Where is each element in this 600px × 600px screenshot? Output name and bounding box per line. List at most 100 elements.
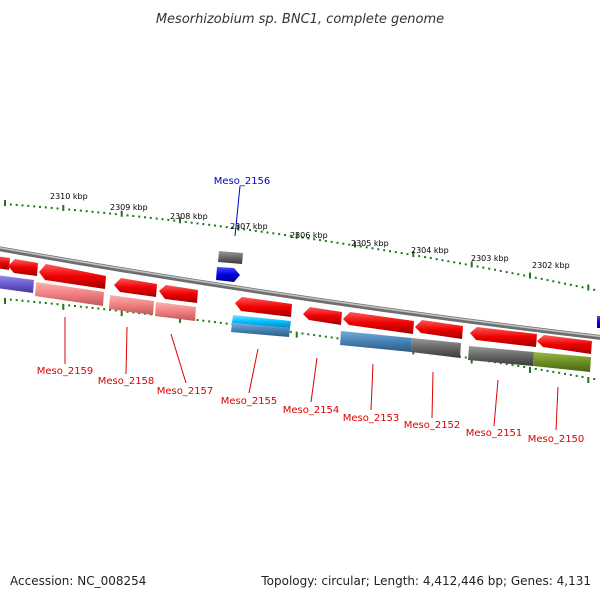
gene-arrow-meso-2154[interactable]: [303, 307, 342, 325]
minor-tick: [301, 332, 304, 335]
category-bars: [0, 275, 600, 372]
minor-tick: [534, 276, 537, 279]
kbp-label-2306: 2306 kbp: [290, 231, 328, 240]
category-bar: [232, 315, 291, 328]
minor-tick: [132, 311, 135, 314]
minor-tick: [219, 225, 222, 228]
forward-strand-genes: [216, 251, 243, 282]
gene-arrow-meso-2153[interactable]: [343, 312, 414, 334]
minor-tick: [540, 368, 543, 371]
minor-tick: [330, 240, 333, 243]
minor-tick: [424, 256, 426, 259]
minor-tick: [254, 229, 257, 232]
minor-tick: [15, 203, 18, 206]
minor-tick: [319, 334, 321, 337]
gene-arrow-meso-2155[interactable]: [235, 297, 292, 317]
minor-tick: [359, 245, 362, 248]
minor-tick: [79, 209, 82, 212]
minor-tick: [272, 232, 275, 235]
minor-tick: [208, 223, 211, 226]
minor-tick: [56, 303, 59, 306]
gene-label-meso-2159[interactable]: Meso_2159: [37, 366, 94, 377]
leader-meso-2151: [493, 379, 499, 427]
minor-tick: [56, 207, 59, 210]
minor-tick: [231, 226, 234, 229]
minor-tick: [389, 250, 391, 253]
gene-arrow-meso-2152[interactable]: [415, 320, 463, 339]
gene-label-meso-2156[interactable]: Meso_2156: [214, 176, 271, 187]
gene-arrow[interactable]: [218, 251, 243, 264]
minor-tick: [546, 279, 549, 282]
genome-backbone-highlight: [0, 247, 600, 338]
minor-tick: [581, 286, 584, 289]
minor-tick: [144, 216, 146, 219]
minor-tick: [173, 219, 176, 222]
gene-arrow-meso-2151[interactable]: [470, 327, 537, 347]
minor-tick: [109, 308, 111, 311]
gene-arrow-meso-2150[interactable]: [537, 335, 592, 354]
minor-tick: [330, 336, 333, 339]
category-bar: [533, 352, 591, 372]
minor-tick: [161, 218, 164, 221]
accession-text: Accession: NC_008254: [10, 574, 147, 588]
gene-arrow[interactable]: [8, 259, 38, 276]
major-tick: [62, 303, 65, 310]
gene-arrow-meso-2159[interactable]: [39, 264, 106, 289]
gene-label-meso-2152[interactable]: Meso_2152: [404, 420, 461, 431]
minor-tick: [313, 238, 316, 241]
minor-tick: [219, 321, 222, 324]
gene-label-meso-2153[interactable]: Meso_2153: [343, 413, 400, 424]
minor-tick: [569, 373, 572, 376]
minor-tick: [418, 255, 421, 258]
minor-tick: [289, 330, 292, 333]
gene-label-meso-2154[interactable]: Meso_2154: [283, 405, 340, 416]
minor-tick: [348, 243, 351, 246]
minor-tick: [523, 366, 526, 368]
minor-tick: [190, 221, 193, 224]
minor-tick: [68, 208, 71, 211]
minor-tick: [564, 372, 566, 375]
leader-meso-2156: [234, 185, 241, 237]
major-tick: [62, 205, 65, 211]
minor-tick: [85, 210, 88, 213]
reverse-strand-genes: [0, 256, 592, 354]
gene-label-meso-2155[interactable]: Meso_2155: [221, 396, 278, 407]
minor-tick: [91, 306, 94, 309]
minor-tick: [184, 221, 187, 223]
topology-text: Topology: circular; Length: 4,412,446 bp…: [261, 574, 591, 588]
gene-label-meso-2151[interactable]: Meso_2151: [466, 428, 523, 439]
minor-tick: [27, 300, 30, 303]
minor-tick: [593, 378, 596, 380]
gene-arrow[interactable]: [0, 256, 10, 270]
genome-backbone: [0, 246, 600, 340]
minor-tick: [68, 304, 71, 307]
minor-tick: [319, 239, 321, 242]
minor-tick: [103, 211, 106, 214]
kbp-label-2302: 2302 kbp: [532, 261, 570, 270]
minor-tick: [324, 240, 327, 242]
minor-tick: [377, 248, 380, 251]
minor-tick: [546, 369, 549, 372]
gene-label-meso-2158[interactable]: Meso_2158: [98, 376, 155, 387]
gene-label-meso-2150[interactable]: Meso_2150: [528, 434, 585, 445]
minor-tick: [505, 271, 508, 274]
category-bar: [109, 295, 154, 315]
minor-tick: [482, 266, 485, 269]
gene-label-meso-2157[interactable]: Meso_2157: [157, 386, 214, 397]
gene-arrow-meso-2156[interactable]: [216, 267, 240, 282]
category-bar: [155, 302, 196, 321]
minor-tick: [441, 259, 444, 262]
minor-tick: [33, 300, 36, 303]
gene-arrow-meso-2158[interactable]: [114, 278, 157, 297]
leader-meso-2152: [431, 371, 434, 419]
gene-arrow-meso-2157[interactable]: [159, 285, 198, 303]
major-tick: [237, 224, 240, 231]
minor-tick: [499, 269, 502, 272]
minor-tick: [499, 362, 502, 365]
kbp-label-2304: 2304 kbp: [411, 246, 449, 255]
minor-tick: [74, 209, 76, 212]
minor-tick: [336, 241, 339, 244]
minor-tick: [400, 252, 403, 255]
leader-meso-2150: [555, 386, 559, 431]
